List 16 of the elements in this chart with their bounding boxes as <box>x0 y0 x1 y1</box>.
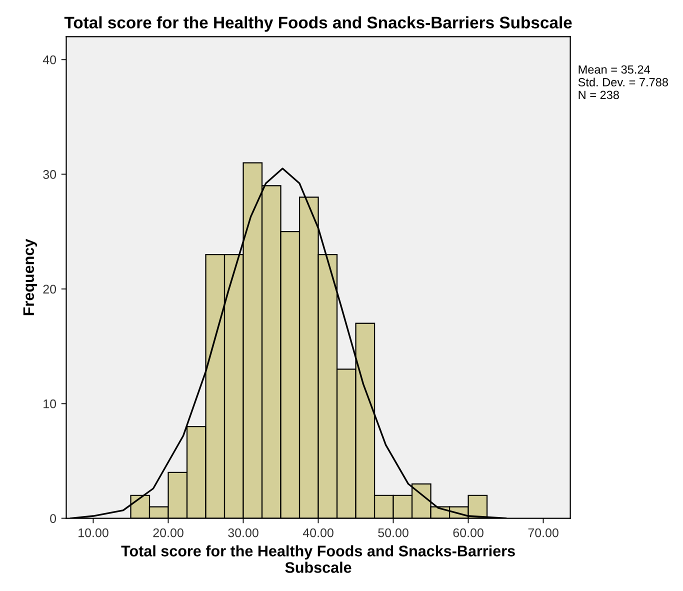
text: Mean = 35.24 Std. Dev. = 7.788 N = 238 <box>578 65 668 100</box>
y-tick-label: 0 <box>50 514 56 523</box>
x-tick-label: 30.00 <box>228 528 258 538</box>
x-tick-label: 10.00 <box>78 528 108 538</box>
y-axis-title: Frequency <box>23 238 38 316</box>
y-tick-label: 40 <box>42 55 56 64</box>
x-tick-label: 40.00 <box>302 528 334 538</box>
y-tick-label: 20 <box>43 284 56 294</box>
x-axis-title: Total score for the Healthy Foods and Snacks-Barriers Subscale <box>121 545 515 573</box>
y-tick-label: 30 <box>43 170 56 179</box>
x-tick-label: 50.00 <box>378 528 408 538</box>
y-tick-label: 10 <box>44 399 56 408</box>
chart-title: Total score for the Healthy Foods and Snacks-Barriers Subscale <box>64 16 572 32</box>
x-tick-label: 60.00 <box>453 528 484 538</box>
x-tick-label: 20.00 <box>153 528 184 538</box>
x-tick-label: 70.00 <box>528 528 558 538</box>
